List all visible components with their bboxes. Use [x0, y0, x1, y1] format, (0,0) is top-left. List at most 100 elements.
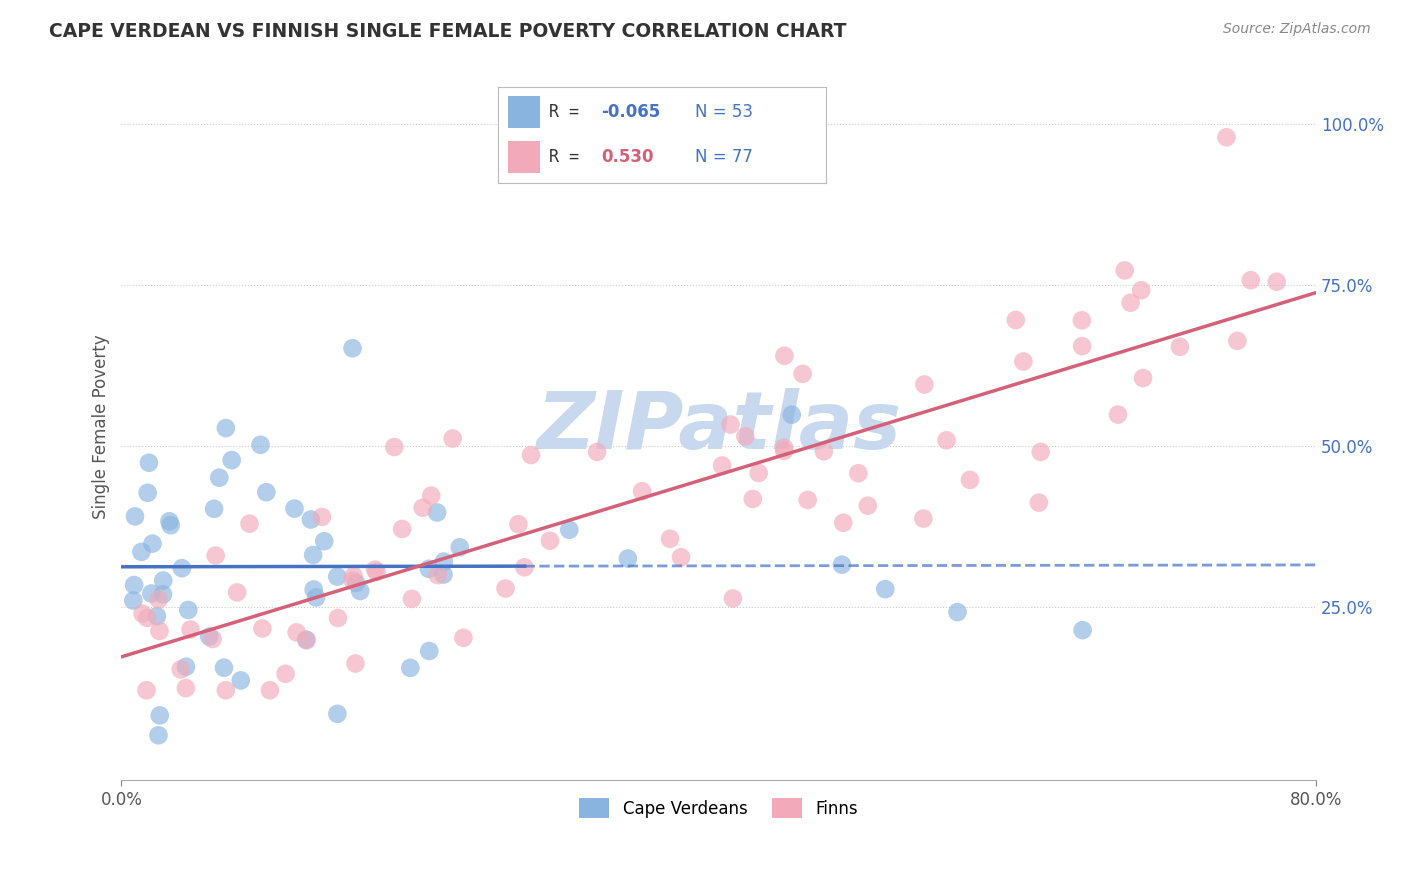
Point [344, 657, 367, 671]
Point [349, 584, 371, 599]
Point [382, 440, 405, 454]
Point [1004, 313, 1026, 327]
Point [946, 605, 969, 619]
Point [935, 434, 957, 448]
Point [202, 501, 225, 516]
Point [295, 632, 318, 647]
Point [148, 624, 170, 638]
Point [174, 681, 197, 695]
Point [959, 473, 981, 487]
Point [721, 591, 744, 606]
Point [326, 569, 349, 583]
Point [508, 517, 530, 532]
Point [148, 728, 170, 742]
Point [149, 708, 172, 723]
Point [734, 429, 756, 443]
Point [418, 562, 440, 576]
Point [302, 548, 325, 562]
Point [399, 661, 422, 675]
Point [792, 367, 814, 381]
Point [131, 545, 153, 559]
Point [912, 377, 935, 392]
Point [831, 558, 853, 572]
Point [212, 661, 235, 675]
Point [326, 611, 349, 625]
Point [177, 603, 200, 617]
Point [152, 587, 174, 601]
Point [122, 593, 145, 607]
Point [453, 631, 475, 645]
Point [229, 673, 252, 688]
Point [832, 516, 855, 530]
Point [122, 578, 145, 592]
Point [343, 569, 366, 583]
Point [326, 706, 349, 721]
Point [135, 683, 157, 698]
Point [433, 555, 456, 569]
Point [813, 444, 835, 458]
Point [513, 560, 536, 574]
Point [1071, 623, 1094, 637]
Point [617, 551, 640, 566]
Point [875, 582, 897, 596]
Point [1130, 283, 1153, 297]
Point [391, 522, 413, 536]
Point [215, 421, 238, 435]
Point [1240, 273, 1263, 287]
Point [221, 453, 243, 467]
Point [364, 563, 387, 577]
Point [201, 632, 224, 646]
Point [204, 549, 226, 563]
Point [299, 512, 322, 526]
Point [157, 514, 180, 528]
Point [432, 567, 454, 582]
Point [586, 445, 609, 459]
Point [342, 341, 364, 355]
Point [720, 417, 742, 432]
Point [631, 484, 654, 499]
Point [179, 623, 201, 637]
Point [1071, 339, 1094, 353]
Point [1265, 275, 1288, 289]
Point [198, 630, 221, 644]
Point [344, 576, 367, 591]
Point [141, 536, 163, 550]
Point [366, 565, 388, 579]
Point [124, 509, 146, 524]
Point [538, 533, 561, 548]
Text: Source: ZipAtlas.com: Source: ZipAtlas.com [1223, 22, 1371, 37]
Y-axis label: Single Female Poverty: Single Female Poverty [93, 334, 110, 519]
Point [274, 666, 297, 681]
Point [1168, 340, 1191, 354]
Point [796, 492, 818, 507]
Point [146, 609, 169, 624]
Point [669, 550, 692, 565]
Point [1107, 408, 1129, 422]
Point [252, 622, 274, 636]
Point [170, 561, 193, 575]
Point [285, 625, 308, 640]
Point [215, 683, 238, 698]
Point [311, 510, 333, 524]
Point [238, 516, 260, 531]
Point [441, 432, 464, 446]
Point [342, 574, 364, 588]
Legend: Cape Verdeans, Finns: Cape Verdeans, Finns [572, 791, 865, 825]
Point [314, 534, 336, 549]
Point [174, 659, 197, 673]
Point [401, 591, 423, 606]
Point [426, 506, 449, 520]
Point [1028, 495, 1050, 509]
Point [254, 485, 277, 500]
Point [138, 456, 160, 470]
Text: CAPE VERDEAN VS FINNISH SINGLE FEMALE POVERTY CORRELATION CHART: CAPE VERDEAN VS FINNISH SINGLE FEMALE PO… [49, 22, 846, 41]
Point [773, 349, 796, 363]
Point [748, 466, 770, 480]
Point [558, 523, 581, 537]
Point [131, 607, 153, 621]
Point [305, 591, 328, 605]
Point [426, 568, 449, 582]
Point [226, 585, 249, 599]
Point [208, 471, 231, 485]
Point [780, 408, 803, 422]
